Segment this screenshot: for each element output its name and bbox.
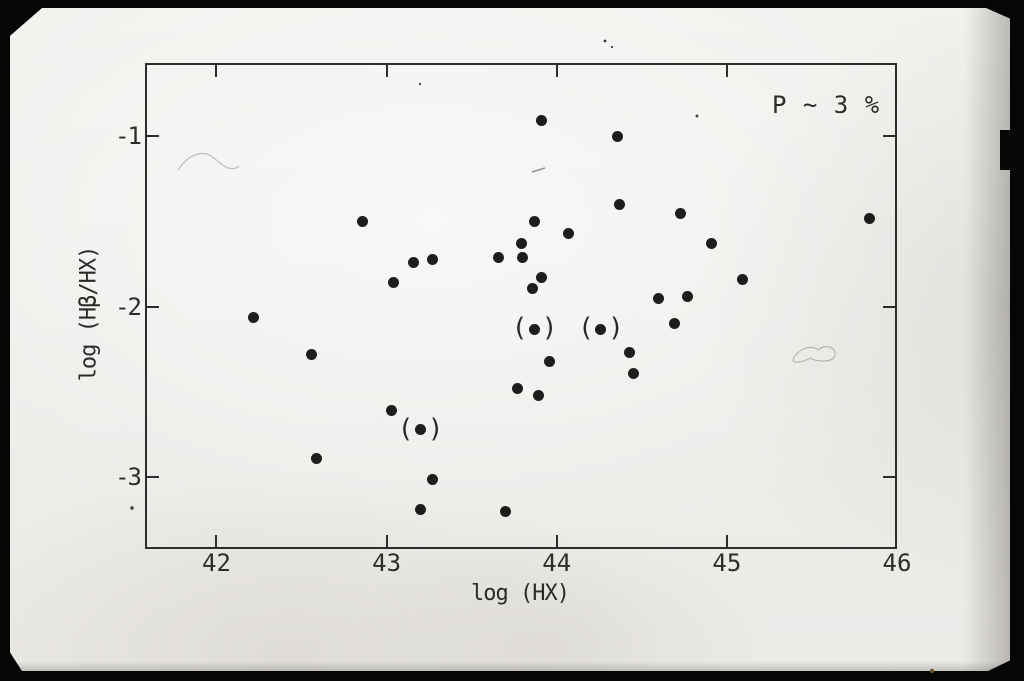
x-tick-mark xyxy=(215,535,218,547)
paper-bottom-shade xyxy=(10,661,1010,671)
data-point xyxy=(408,257,420,269)
data-point xyxy=(311,453,323,465)
x-axis-label: log (HX) xyxy=(471,581,570,606)
data-point xyxy=(682,291,694,303)
data-point xyxy=(544,355,556,367)
data-point xyxy=(706,238,718,250)
plot-area-border xyxy=(145,63,897,549)
paren-marker-close: ) xyxy=(608,312,624,343)
y-tick-mark xyxy=(147,135,159,138)
data-point xyxy=(624,347,636,359)
data-point xyxy=(668,318,680,330)
data-point xyxy=(675,207,687,219)
data-point xyxy=(535,115,547,127)
x-tick-label: 45 xyxy=(712,549,742,577)
x-tick-mark xyxy=(555,535,558,547)
y-tick-label: -2 xyxy=(115,292,142,321)
data-point-parenthesized xyxy=(415,424,427,436)
data-point xyxy=(653,292,665,304)
y-tick-mark xyxy=(883,135,895,138)
y-tick-mark xyxy=(147,305,159,308)
x-tick-mark xyxy=(385,535,388,547)
data-point xyxy=(387,277,399,289)
data-point xyxy=(248,311,260,323)
data-point xyxy=(427,473,439,485)
data-point xyxy=(357,216,369,228)
paren-marker-close: ) xyxy=(427,413,444,444)
y-tick-mark xyxy=(883,305,895,308)
x-tick-mark xyxy=(725,535,728,547)
y-tick-mark xyxy=(147,476,159,479)
data-point xyxy=(614,199,626,211)
data-point xyxy=(736,274,748,286)
y-tick-label: -3 xyxy=(115,463,142,492)
data-point xyxy=(627,367,639,379)
data-point xyxy=(529,216,541,228)
paren-marker-open: ( xyxy=(578,312,594,343)
x-tick-label: 46 xyxy=(882,549,912,577)
data-point xyxy=(535,272,547,284)
data-point xyxy=(500,505,512,517)
data-point xyxy=(517,251,529,263)
photo-edge-notch xyxy=(1000,130,1024,170)
data-point xyxy=(512,383,524,395)
paren-marker-open: ( xyxy=(397,413,414,444)
paren-marker-open: ( xyxy=(511,312,528,343)
x-tick-label: 43 xyxy=(372,549,402,577)
x-tick-mark xyxy=(555,65,558,77)
data-point xyxy=(386,405,398,417)
data-point xyxy=(532,390,544,402)
data-point xyxy=(563,228,575,240)
data-point xyxy=(864,212,876,224)
x-tick-label: 44 xyxy=(542,549,572,577)
data-point xyxy=(612,130,624,142)
x-tick-mark xyxy=(215,65,218,77)
photo-paper xyxy=(10,8,1010,671)
paper-right-shade xyxy=(964,8,1010,671)
data-point-parenthesized xyxy=(529,323,541,335)
paren-marker-close: ) xyxy=(541,312,558,343)
data-point xyxy=(306,349,318,361)
x-tick-label: 42 xyxy=(202,549,231,577)
data-point xyxy=(527,282,539,294)
data-point xyxy=(493,251,505,263)
x-tick-mark xyxy=(725,65,728,77)
data-point xyxy=(515,238,527,250)
data-point xyxy=(415,504,427,516)
y-tick-mark xyxy=(883,476,895,479)
y-tick-label: -1 xyxy=(115,122,142,151)
data-point-parenthesized xyxy=(595,323,607,335)
probability-annotation: P ~ 3 % xyxy=(772,91,881,119)
data-point xyxy=(427,253,439,265)
x-tick-mark xyxy=(385,65,388,77)
